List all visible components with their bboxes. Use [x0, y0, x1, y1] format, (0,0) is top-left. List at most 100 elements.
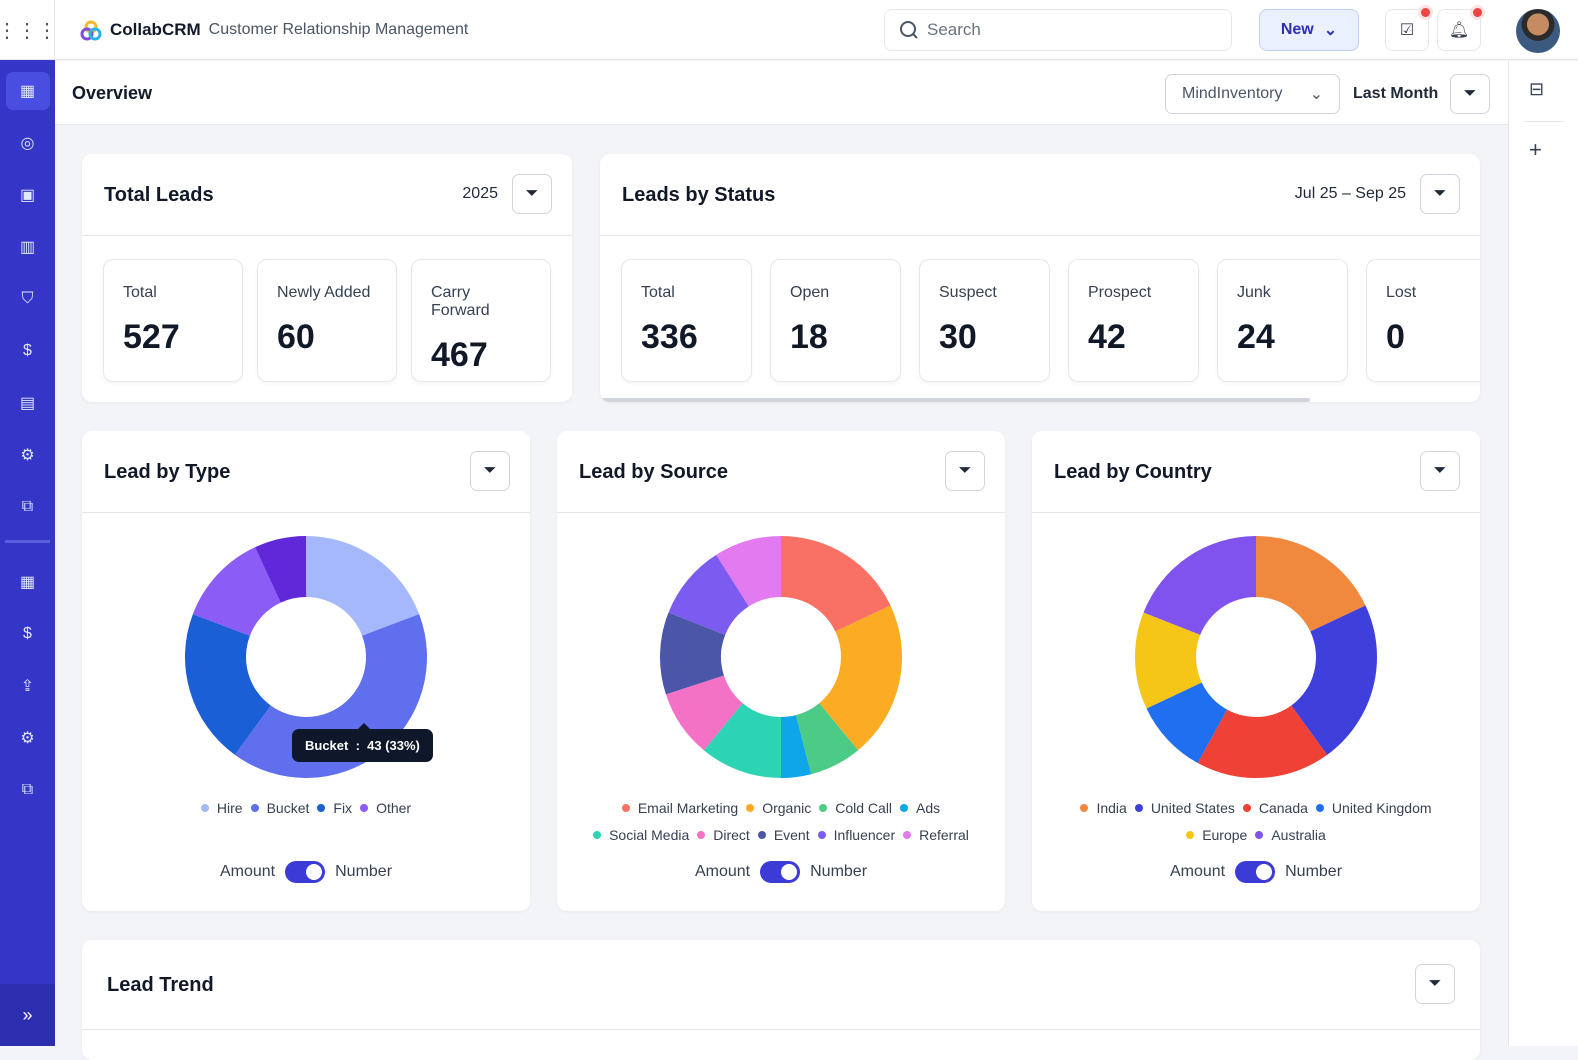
sidebar-item-apps[interactable]: ▦	[6, 563, 50, 601]
legend-item[interactable]: Referral	[903, 822, 969, 848]
sidebar-item-invoices[interactable]: $	[6, 615, 50, 653]
slice-organic[interactable]	[819, 605, 902, 751]
legend-item[interactable]: Direct	[697, 822, 750, 848]
slice-social-media[interactable]	[703, 703, 781, 778]
legend-item[interactable]: Australia	[1255, 822, 1326, 848]
stat-label: Carry Forward	[431, 284, 490, 319]
slice-europe[interactable]	[1135, 612, 1202, 709]
sidebar-item-workflow-2[interactable]: ⧉	[6, 771, 50, 809]
sidebar-item-contacts[interactable]: ▣	[6, 176, 50, 214]
document-check-icon: ▤	[19, 395, 36, 412]
sidebar-item-workflow[interactable]: ⧉	[6, 488, 50, 526]
horizontal-scrollbar[interactable]	[600, 398, 1310, 402]
sidebar-item-targets[interactable]: ◎	[6, 124, 50, 162]
legend-item[interactable]: United States	[1134, 795, 1235, 821]
sidebar-item-billing[interactable]: $	[6, 332, 50, 370]
filter-icon: ⏷	[1463, 85, 1477, 102]
sidebar-item-security[interactable]: ⛉	[6, 280, 50, 318]
card-title: Leads by Status	[622, 184, 776, 206]
stat-lost: Lost 0	[1366, 259, 1480, 382]
legend-label: Europe	[1202, 827, 1248, 843]
legend-item[interactable]: United Kingdom	[1315, 795, 1432, 821]
legend-label: Direct	[713, 827, 750, 843]
legend-item[interactable]: Influencer	[817, 822, 895, 848]
legend-item[interactable]: Cold Call	[819, 795, 892, 821]
legend-swatch	[746, 804, 755, 812]
legend-item[interactable]: Event	[757, 822, 810, 848]
legend-item[interactable]: Bucket	[250, 795, 309, 821]
divider	[1524, 121, 1564, 122]
toggle-switch[interactable]	[760, 861, 801, 883]
sidebar-item-settings[interactable]: ⚙	[6, 436, 50, 474]
legend-swatch	[317, 804, 326, 812]
slice-hire[interactable]	[306, 536, 420, 636]
chart-legend: India United States Canada United Kingdom Eu…	[1032, 794, 1480, 848]
slice-other[interactable]	[192, 547, 281, 636]
legend-item[interactable]: Europe	[1186, 822, 1247, 848]
slice-cold-call[interactable]	[795, 703, 859, 775]
search-input[interactable]: Search	[884, 9, 1232, 51]
expand-sidebar-button[interactable]: »	[0, 984, 55, 1046]
sidebar-item-settings-2[interactable]: ⚙	[6, 719, 50, 757]
sidebar-item-dashboard[interactable]: ▦	[5, 72, 50, 110]
stat-label: Prospect	[1088, 284, 1152, 301]
notification-dot	[1421, 8, 1430, 17]
building-icon: ▥	[19, 239, 36, 256]
slice-email-marketing[interactable]	[781, 536, 891, 632]
filter-button[interactable]: ⏷	[512, 174, 552, 214]
legend-item[interactable]: Hire	[200, 795, 243, 821]
notifications-button[interactable]: 🔔︎	[1437, 8, 1482, 51]
legend-item[interactable]: Other	[360, 795, 411, 821]
organization-value: MindInventory	[1182, 85, 1283, 102]
stat-value: 467	[431, 336, 488, 374]
legend-item[interactable]: Ads	[900, 795, 940, 821]
slice-united-states[interactable]	[1291, 605, 1377, 755]
plus-icon[interactable]: +	[1529, 137, 1542, 162]
filter-button[interactable]: ⏷	[1420, 451, 1460, 491]
slice-event[interactable]	[660, 612, 726, 695]
filter-button[interactable]: ⏷	[470, 451, 510, 491]
legend-item[interactable]: India	[1080, 795, 1127, 821]
avatar[interactable]	[1516, 9, 1560, 53]
legend-item[interactable]: Organic	[746, 795, 811, 821]
legend-item[interactable]: Social Media	[593, 822, 689, 848]
slice-referral[interactable]	[716, 536, 781, 607]
filter-button[interactable]: ⏷	[1420, 174, 1460, 214]
slice-fix[interactable]	[185, 614, 271, 755]
organization-select[interactable]: MindInventory ⌄	[1165, 74, 1340, 114]
legend-swatch	[1186, 831, 1195, 839]
slice-ads[interactable]	[781, 715, 812, 778]
legend-swatch	[1242, 804, 1251, 812]
legend-item[interactable]: Fix	[317, 795, 352, 821]
sidebar: ▦ ◎ ▣ ▥ ⛉ $ ▤ ⚙ ⧉ ▦ $ ⇪ ⚙ ⧉ »	[0, 60, 55, 1046]
toggle-switch[interactable]	[1235, 861, 1276, 883]
slice-unlabeled[interactable]	[255, 536, 306, 603]
sidebar-item-documents[interactable]: ▤	[6, 384, 50, 422]
receipt-icon: $	[23, 625, 32, 642]
lead-trend-card: Lead Trend ⏷	[82, 940, 1480, 1060]
chart-legend: Email Marketing Organic Cold Call Ads Social…	[557, 794, 1005, 848]
slice-united-kingdom[interactable]	[1146, 682, 1228, 764]
stat-label: Newly Added	[277, 284, 371, 301]
period-label[interactable]: Last Month	[1353, 85, 1439, 102]
filter-button[interactable]: ⏷	[1415, 964, 1455, 1004]
filter-button[interactable]: ⏷	[945, 451, 985, 491]
sidebar-item-companies[interactable]: ▥	[6, 228, 50, 266]
app-grid-icon[interactable]: ⋮⋮⋮	[0, 0, 57, 60]
legend-item[interactable]: Email Marketing	[621, 795, 738, 821]
slice-canada[interactable]	[1197, 705, 1328, 778]
panel-icon[interactable]: ⊟	[1529, 79, 1545, 99]
stat-label: Total	[641, 284, 675, 301]
slice-influencer[interactable]	[668, 554, 749, 635]
legend-item[interactable]: Canada	[1242, 795, 1308, 821]
toggle-switch[interactable]	[285, 861, 326, 883]
slice-australia[interactable]	[1143, 536, 1256, 635]
slice-direct[interactable]	[665, 675, 743, 751]
tasks-button[interactable]: ☑	[1385, 8, 1430, 51]
sidebar-item-upload[interactable]: ⇪	[6, 667, 50, 705]
filter-button[interactable]: ⏷	[1450, 74, 1490, 114]
slice-india[interactable]	[1256, 536, 1366, 632]
filter-icon: ⏷	[1433, 462, 1447, 479]
brand-subtitle: Customer Relationship Management	[208, 21, 469, 38]
new-button[interactable]: New ⌄	[1259, 9, 1359, 51]
